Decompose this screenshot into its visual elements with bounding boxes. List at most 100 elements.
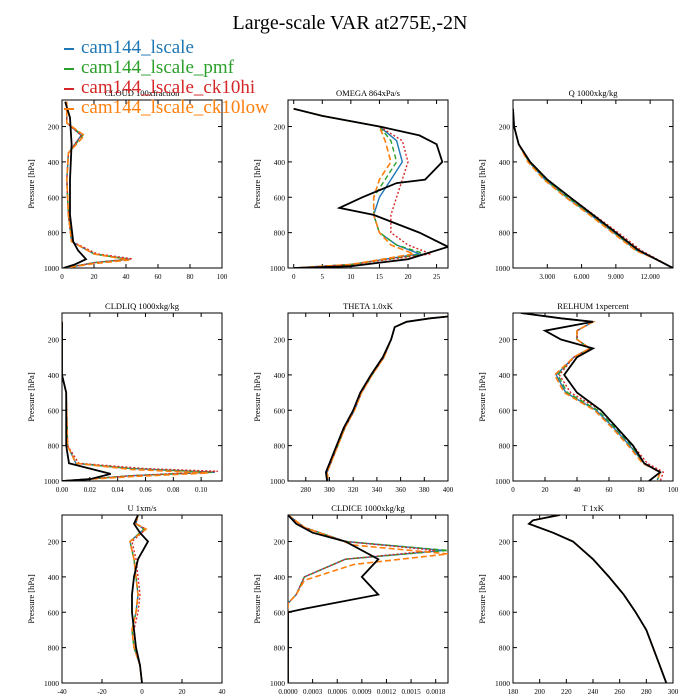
- x-tick-label: 260: [614, 688, 625, 696]
- legend-item: cam144_lscale: [64, 38, 269, 58]
- y-tick-label: 400: [499, 158, 511, 167]
- series-line: [62, 321, 111, 481]
- x-tick-label: 0.02: [84, 486, 97, 494]
- x-tick-label: 0.0009: [352, 688, 372, 696]
- x-tick-label: 20: [91, 273, 99, 281]
- x-tick-label: 9.000: [608, 273, 624, 281]
- y-axis-label: Pressure [hPa]: [26, 574, 36, 624]
- x-tick-label: 20: [405, 273, 413, 281]
- subplot-title: RELHUM 1xpercent: [557, 301, 629, 311]
- x-tick-label: 200: [534, 688, 545, 696]
- x-tick-label: 400: [443, 486, 454, 494]
- x-tick-label: 12.000: [641, 273, 661, 281]
- x-tick-label: 0.0003: [303, 688, 323, 696]
- series-line: [293, 108, 423, 268]
- y-axis-label: Pressure [hPa]: [252, 574, 262, 624]
- x-tick-label: 0.0006: [328, 688, 348, 696]
- subplot-title: CLDICE 1000xkg/kg: [331, 503, 405, 513]
- subplot-title: OMEGA 864xPa/s: [336, 88, 400, 98]
- x-tick-label: 300: [324, 486, 335, 494]
- subplot-title: U 1xm/s: [127, 503, 156, 513]
- y-tick-label: 400: [274, 573, 286, 582]
- series-line: [62, 321, 216, 481]
- x-tick-label: 0.0018: [426, 688, 446, 696]
- x-tick-label: 40: [123, 273, 131, 281]
- plot-frame: [287, 99, 449, 269]
- subplot: Q 1000xkg/kg 200 400 600 800 1000 Pressure [hP…: [477, 88, 674, 281]
- y-tick-label: 800: [48, 229, 60, 238]
- figure-title: Large-scale VAR at275E,-2N: [232, 12, 468, 34]
- x-tick-label: 0.0000: [278, 688, 298, 696]
- x-tick-label: 300: [668, 688, 679, 696]
- series-line: [62, 321, 213, 481]
- y-tick-label: 1000: [495, 679, 510, 688]
- series-line: [288, 515, 448, 683]
- series-line: [62, 321, 218, 481]
- legend-swatch: [64, 47, 74, 50]
- plot-frame: [61, 99, 223, 269]
- x-tick-label: 0: [292, 273, 296, 281]
- x-tick-label: 80: [187, 273, 195, 281]
- plot-frame: [287, 514, 449, 684]
- series-line: [513, 108, 673, 268]
- plot-frame: [512, 514, 674, 684]
- y-tick-label: 600: [48, 608, 60, 617]
- x-tick-label: 320: [348, 486, 359, 494]
- series-line: [65, 101, 130, 268]
- series-line: [65, 101, 128, 268]
- x-tick-label: 40: [574, 486, 582, 494]
- y-tick-label: 400: [274, 371, 286, 380]
- y-tick-label: 600: [499, 406, 511, 415]
- y-tick-label: 200: [499, 123, 511, 132]
- y-tick-label: 1000: [495, 264, 510, 273]
- x-tick-label: 0.08: [167, 486, 180, 494]
- series-line: [288, 515, 444, 683]
- legend-label: cam144_lscale: [81, 37, 194, 58]
- y-tick-label: 800: [499, 644, 511, 653]
- y-tick-label: 600: [274, 608, 286, 617]
- legend-item: cam144_lscale_pmf: [64, 58, 269, 78]
- legend-swatch: [64, 107, 74, 110]
- y-tick-label: 200: [274, 123, 286, 132]
- y-tick-label: 1000: [495, 477, 510, 486]
- plot-frame: [61, 514, 223, 684]
- subplot-title: Q 1000xkg/kg: [569, 88, 619, 98]
- x-tick-label: 240: [588, 688, 599, 696]
- series-line: [324, 315, 448, 481]
- series-line: [520, 313, 662, 481]
- legend: cam144_lscale cam144_lscale_pmf cam144_l…: [64, 38, 269, 118]
- y-tick-label: 800: [48, 644, 60, 653]
- x-tick-label: 20: [179, 688, 187, 696]
- series-line: [293, 107, 448, 268]
- y-tick-label: 200: [48, 538, 60, 547]
- x-tick-label: 60: [155, 273, 163, 281]
- y-tick-label: 200: [274, 538, 286, 547]
- x-tick-label: 280: [641, 688, 652, 696]
- series-line: [288, 515, 381, 683]
- x-tick-label: 0.00: [56, 486, 69, 494]
- y-axis-label: Pressure [hPa]: [26, 159, 36, 209]
- series-line: [520, 313, 665, 481]
- y-tick-label: 800: [499, 229, 511, 238]
- x-tick-label: 280: [301, 486, 312, 494]
- x-tick-label: 100: [217, 273, 228, 281]
- x-tick-label: 80: [638, 486, 646, 494]
- legend-label: cam144_lscale_ck10hi: [81, 77, 256, 98]
- y-tick-label: 800: [499, 442, 511, 451]
- y-tick-label: 200: [48, 123, 60, 132]
- y-tick-label: 400: [499, 371, 511, 380]
- series-line: [326, 315, 448, 481]
- plot-frame: [512, 99, 674, 269]
- subplot-title: THETA 1.0xK: [343, 301, 394, 311]
- legend-swatch: [64, 87, 74, 90]
- y-tick-label: 800: [274, 229, 286, 238]
- x-tick-label: 0: [140, 688, 144, 696]
- series-line: [129, 515, 148, 683]
- y-tick-label: 200: [499, 538, 511, 547]
- series-line: [326, 315, 448, 481]
- x-tick-label: 6.000: [574, 273, 590, 281]
- plot-frame: [512, 312, 674, 482]
- x-tick-label: 0.0012: [377, 688, 397, 696]
